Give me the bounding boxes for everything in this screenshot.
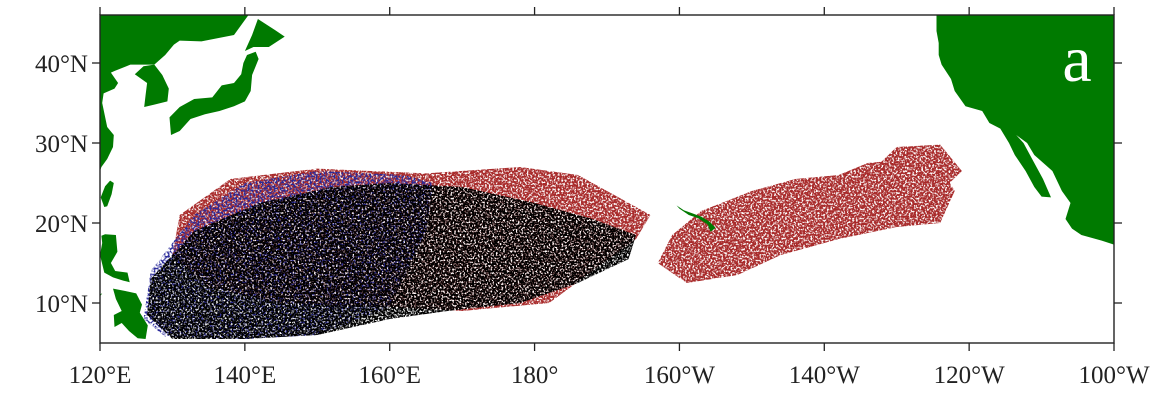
red-density-region xyxy=(657,159,955,283)
hawaii-island xyxy=(676,205,716,232)
island-layer xyxy=(676,205,716,232)
red-density-region xyxy=(867,144,962,199)
y-tick-label: 20°N xyxy=(35,211,88,238)
north-america-land xyxy=(936,15,1114,245)
x-tick-label: 160°E xyxy=(358,362,421,389)
japan-land xyxy=(169,51,259,135)
x-tick-label: 120°W xyxy=(934,362,1005,389)
luzon-land xyxy=(100,234,130,283)
map-frame xyxy=(99,14,1115,344)
asia-mainland-land xyxy=(100,15,249,171)
taiwan-land xyxy=(100,180,114,207)
panel-label: a xyxy=(1062,23,1091,96)
land-layer xyxy=(100,15,1114,339)
x-tick-label: 160°W xyxy=(644,362,715,389)
y-tick-label: 40°N xyxy=(35,51,88,78)
korea-land xyxy=(134,64,169,107)
y-tick-label: 10°N xyxy=(35,291,88,318)
y-axis-labels: 10°N 20°N 30°N 40°N xyxy=(35,51,88,318)
x-tick-label: 100°W xyxy=(1078,362,1149,389)
x-tick-label: 140°E xyxy=(213,362,276,389)
axis-ticks xyxy=(92,7,1122,351)
black-density-region xyxy=(147,183,636,339)
y-tick-label: 30°N xyxy=(35,131,88,158)
visayas-land xyxy=(113,288,148,339)
hokkaido-land xyxy=(244,19,285,51)
overlap-density-layer xyxy=(147,183,636,339)
x-tick-label: 120°E xyxy=(69,362,132,389)
x-axis-labels: 120°E 140°E 160°E 180° 160°W 140°W 120°W 100°W xyxy=(69,362,1150,389)
x-tick-label: 180° xyxy=(511,362,559,389)
x-tick-label: 140°W xyxy=(789,362,860,389)
